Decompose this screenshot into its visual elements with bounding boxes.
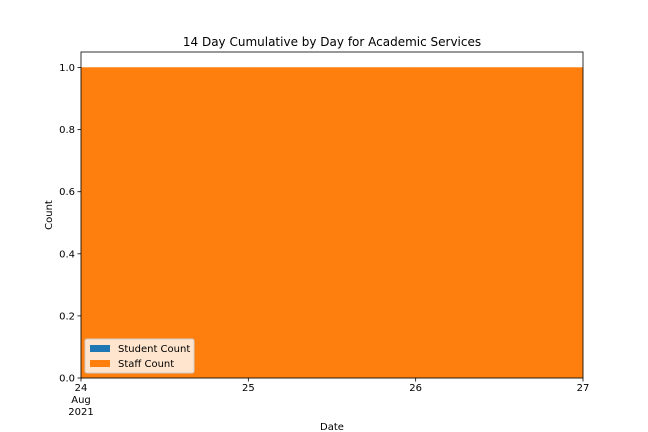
series-areas [80, 67, 584, 379]
y-tick-label: 0.6 [59, 187, 75, 198]
y-axis-label: Count [44, 200, 55, 230]
area-series-1 [80, 67, 584, 379]
y-tick-label: 0.2 [59, 311, 75, 322]
y-tick-label: 0.4 [59, 249, 75, 260]
x-tick-label: 24 [75, 383, 88, 394]
legend-swatch [90, 360, 110, 367]
x-tick-label: 25 [242, 383, 255, 394]
legend: Student Count Staff Count [84, 338, 195, 374]
y-tick-label: 0.0 [59, 374, 75, 385]
legend-swatch [90, 345, 110, 352]
legend-label: Staff Count [118, 359, 174, 370]
x-tick-label: 26 [409, 383, 422, 394]
x-tick-label: 27 [577, 383, 590, 394]
legend-box [84, 338, 195, 374]
x-tick-label: Aug [71, 395, 91, 406]
plot-area [80, 51, 584, 379]
y-axis: 0.0 0.2 0.4 0.6 0.8 1.0 [59, 63, 81, 385]
x-tick-label: 2021 [68, 407, 93, 418]
legend-label: Student Count [118, 344, 190, 355]
y-tick-label: 1.0 [59, 63, 75, 74]
y-tick-label: 0.8 [59, 125, 75, 136]
x-axis-label: Date [320, 422, 344, 432]
chart-title: 14 Day Cumulative by Day for Academic Se… [183, 35, 481, 49]
